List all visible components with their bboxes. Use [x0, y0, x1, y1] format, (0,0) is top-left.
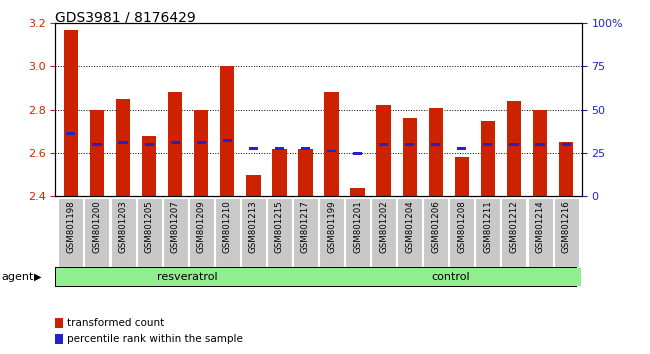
- Bar: [458, 147, 467, 150]
- Bar: [58, 198, 83, 267]
- Bar: [246, 175, 261, 196]
- Bar: [66, 132, 75, 135]
- Bar: [405, 143, 414, 146]
- Bar: [188, 198, 214, 267]
- Bar: [402, 119, 417, 196]
- Bar: [431, 143, 440, 146]
- Bar: [267, 198, 292, 267]
- Bar: [170, 141, 179, 144]
- Bar: [319, 268, 582, 286]
- Bar: [397, 198, 422, 267]
- Bar: [90, 110, 104, 196]
- Bar: [345, 198, 370, 267]
- Text: GSM801208: GSM801208: [458, 200, 466, 253]
- Bar: [194, 110, 209, 196]
- Text: GSM801204: GSM801204: [405, 200, 414, 253]
- Text: GSM801211: GSM801211: [484, 200, 493, 253]
- Bar: [162, 198, 188, 267]
- Bar: [214, 198, 240, 267]
- Text: resveratrol: resveratrol: [157, 272, 218, 282]
- Text: GSM801213: GSM801213: [249, 200, 258, 253]
- Text: GSM801205: GSM801205: [144, 200, 153, 253]
- Bar: [455, 158, 469, 196]
- Bar: [55, 318, 63, 329]
- Bar: [301, 147, 310, 150]
- Bar: [168, 92, 182, 196]
- Text: control: control: [431, 272, 470, 282]
- Bar: [379, 143, 388, 146]
- Bar: [293, 198, 318, 267]
- Text: GSM801203: GSM801203: [118, 200, 127, 253]
- Bar: [481, 121, 495, 196]
- Text: GSM801201: GSM801201: [353, 200, 362, 253]
- Bar: [55, 334, 63, 344]
- Bar: [554, 198, 578, 267]
- Bar: [136, 198, 162, 267]
- Bar: [510, 143, 519, 146]
- Bar: [559, 142, 573, 196]
- Text: transformed count: transformed count: [67, 318, 164, 329]
- Bar: [327, 149, 336, 152]
- Bar: [536, 143, 545, 146]
- Text: agent: agent: [1, 272, 34, 282]
- Bar: [353, 152, 362, 154]
- Text: GSM801217: GSM801217: [301, 200, 310, 253]
- Bar: [428, 108, 443, 196]
- Bar: [275, 147, 284, 150]
- Bar: [507, 101, 521, 196]
- Text: GSM801214: GSM801214: [536, 200, 545, 253]
- Bar: [118, 141, 127, 144]
- Bar: [220, 67, 235, 196]
- Bar: [241, 198, 266, 267]
- Text: GSM801209: GSM801209: [197, 200, 205, 253]
- Bar: [223, 139, 232, 142]
- Bar: [528, 198, 552, 267]
- Text: GSM801216: GSM801216: [562, 200, 571, 253]
- Text: GSM801207: GSM801207: [171, 200, 179, 253]
- Bar: [371, 198, 396, 267]
- Bar: [350, 188, 365, 196]
- Text: GSM801199: GSM801199: [327, 200, 336, 252]
- Bar: [92, 143, 101, 146]
- Text: percentile rank within the sample: percentile rank within the sample: [67, 334, 242, 344]
- Bar: [84, 198, 109, 267]
- Bar: [533, 110, 547, 196]
- Bar: [319, 198, 344, 267]
- Text: GSM801215: GSM801215: [275, 200, 284, 253]
- Bar: [449, 198, 474, 267]
- Text: GDS3981 / 8176429: GDS3981 / 8176429: [55, 11, 196, 25]
- Text: ▶: ▶: [34, 272, 42, 282]
- Bar: [298, 149, 313, 196]
- Bar: [144, 143, 153, 146]
- Text: GSM801206: GSM801206: [432, 200, 440, 253]
- Bar: [376, 105, 391, 196]
- Bar: [501, 198, 526, 267]
- Text: GSM801202: GSM801202: [379, 200, 388, 253]
- Bar: [562, 143, 571, 146]
- Bar: [197, 141, 206, 144]
- Bar: [111, 198, 136, 267]
- Text: GSM801198: GSM801198: [66, 200, 75, 253]
- Bar: [249, 147, 258, 150]
- Text: GSM801210: GSM801210: [223, 200, 232, 253]
- Text: GSM801200: GSM801200: [92, 200, 101, 253]
- Bar: [484, 143, 493, 146]
- Bar: [272, 149, 287, 196]
- Bar: [324, 92, 339, 196]
- Bar: [142, 136, 156, 196]
- Bar: [475, 198, 500, 267]
- Bar: [64, 29, 78, 196]
- Text: GSM801212: GSM801212: [510, 200, 519, 253]
- Bar: [56, 268, 318, 286]
- Bar: [423, 198, 448, 267]
- Bar: [116, 99, 130, 196]
